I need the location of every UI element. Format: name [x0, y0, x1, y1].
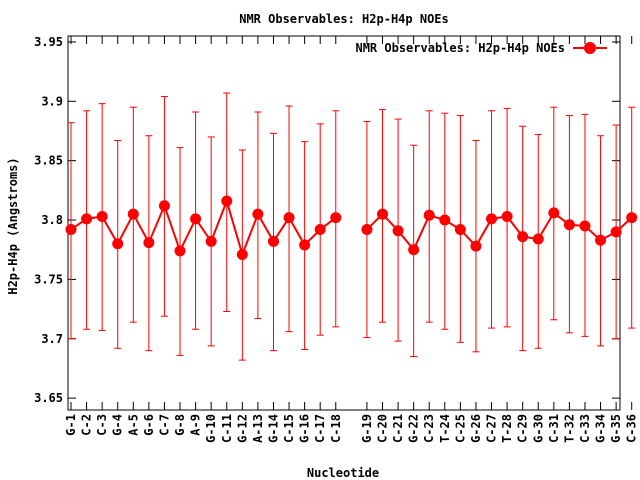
data-point	[579, 220, 591, 232]
data-point	[299, 239, 311, 251]
data-point	[314, 224, 326, 236]
legend-label: NMR Observables: H2p-H4p NOEs	[355, 41, 565, 55]
x-tick-label: C-2	[80, 414, 94, 436]
legend: NMR Observables: H2p-H4p NOEs	[355, 41, 607, 55]
data-point	[423, 209, 435, 221]
data-point	[267, 235, 279, 247]
data-point	[112, 238, 124, 250]
series-line	[366, 211, 633, 252]
x-tick-label: C-36	[625, 414, 639, 443]
data-point	[408, 244, 420, 256]
x-tick-label: G-22	[407, 414, 421, 443]
data-point	[143, 237, 155, 249]
data-point	[361, 224, 373, 236]
data-point	[470, 240, 482, 252]
x-tick-label: A-13	[251, 414, 265, 443]
x-tick-label: G-6	[142, 414, 156, 436]
x-tick-label: A-9	[189, 414, 203, 436]
data-point	[236, 248, 248, 260]
x-tick-label: G-8	[173, 414, 187, 436]
y-axis-label: H2p-H4p (Angstroms)	[6, 157, 20, 294]
chart-title: NMR Observables: H2p-H4p NOEs	[239, 12, 449, 26]
data-point	[454, 224, 466, 236]
y-tick-label: 3.75	[34, 272, 63, 286]
x-tick-label: T-28	[500, 414, 514, 443]
x-tick-label: C-20	[376, 414, 390, 443]
x-tick-label: G-12	[235, 414, 249, 443]
x-tick-label: C-23	[422, 414, 436, 443]
y-axis-ticks: 3.65 3.7 3.75 3.8 3.85 3.9 3.95	[34, 35, 620, 405]
data-point	[377, 208, 388, 220]
data-point	[283, 212, 295, 224]
data-point	[626, 212, 638, 224]
data-point	[252, 208, 264, 220]
x-axis-label: Nucleotide	[307, 466, 379, 480]
data-point	[532, 233, 544, 245]
x-tick-label: C-17	[313, 414, 327, 443]
x-tick-label: A-5	[126, 414, 140, 436]
y-tick-label: 3.9	[41, 94, 63, 108]
x-tick-label: G-26	[469, 414, 483, 443]
x-tick-label: G-19	[360, 414, 374, 443]
data-point	[205, 235, 217, 247]
x-tick-label: G-35	[609, 414, 623, 443]
data-point	[610, 226, 622, 238]
x-tick-label: T-24	[438, 414, 452, 443]
x-tick-label: G-10	[204, 414, 218, 443]
series-line	[70, 197, 337, 258]
x-tick-label: C-29	[516, 414, 530, 443]
x-tick-label: C-25	[453, 414, 467, 443]
x-tick-label: C-31	[547, 414, 561, 443]
y-tick-label: 3.8	[41, 213, 63, 227]
x-tick-label: C-21	[391, 414, 405, 443]
data-point	[548, 207, 560, 219]
x-tick-label: C-7	[157, 414, 171, 436]
data-point	[595, 234, 607, 246]
x-tick-label: G-4	[111, 414, 125, 436]
y-tick-label: 3.85	[34, 154, 63, 168]
x-axis-ticks: G-1 C-2 C-3 G-4 A-5 G-6 C-7 G-8 A-9 G-10 C-11 G-12 A…	[64, 36, 639, 443]
data-point	[392, 225, 404, 237]
x-tick-label: C-15	[282, 414, 296, 443]
x-tick-label: G-34	[594, 414, 608, 443]
data-point	[96, 210, 108, 222]
y-tick-label: 3.65	[34, 391, 63, 405]
data-point	[330, 212, 342, 224]
data-point	[563, 219, 575, 231]
x-tick-label: G-16	[298, 414, 312, 443]
legend-marker	[584, 42, 596, 54]
x-tick-label: T-32	[562, 414, 576, 443]
data-point	[501, 210, 513, 222]
y-tick-label: 3.7	[41, 332, 63, 346]
data-point	[486, 213, 498, 225]
data-point	[221, 195, 233, 207]
y-tick-label: 3.95	[34, 35, 63, 49]
x-tick-label: G-14	[266, 414, 280, 443]
data-point	[127, 208, 139, 220]
data-point	[174, 245, 186, 257]
data-point	[158, 200, 170, 212]
x-tick-label: C-11	[220, 414, 234, 443]
series-layer	[65, 92, 638, 361]
data-point	[65, 224, 77, 236]
x-tick-label: C-3	[95, 414, 109, 436]
data-point	[439, 214, 451, 226]
x-tick-label: G-1	[64, 414, 78, 436]
x-tick-label: G-30	[531, 414, 545, 443]
x-tick-label: C-27	[485, 414, 499, 443]
x-tick-label: C-33	[578, 414, 592, 443]
data-point	[190, 213, 202, 225]
x-tick-label: C-18	[329, 414, 343, 443]
plot-frame	[67, 35, 621, 411]
data-point	[81, 213, 93, 225]
data-point	[517, 231, 529, 243]
